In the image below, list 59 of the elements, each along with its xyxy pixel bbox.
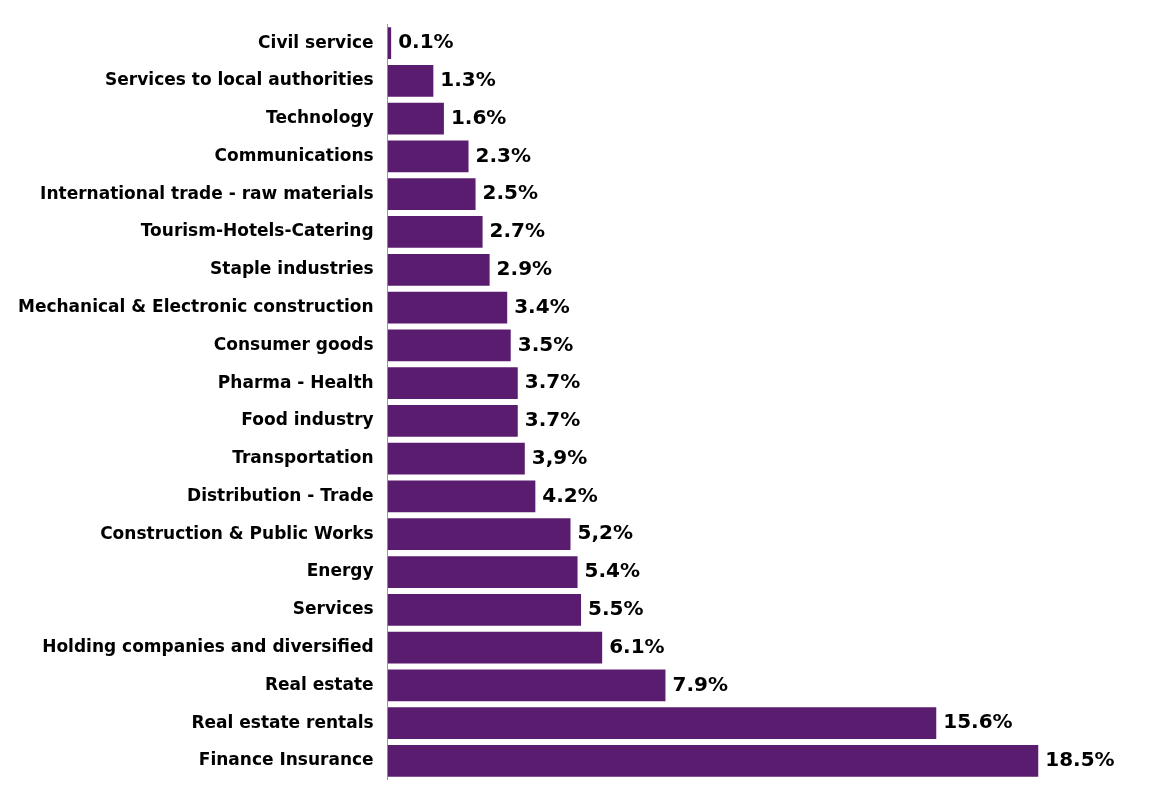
data-label: 1.3% bbox=[440, 67, 496, 92]
bar bbox=[387, 593, 582, 626]
data-label: 3.4% bbox=[514, 293, 570, 318]
data-label: 2.3% bbox=[475, 142, 531, 167]
bar bbox=[387, 253, 490, 286]
y-tick-label: Pharma - Health bbox=[217, 371, 374, 392]
bar bbox=[387, 367, 518, 399]
data-label: 6.1% bbox=[609, 633, 665, 658]
data-label: 2.7% bbox=[489, 218, 546, 243]
y-tick-label: Construction & Public Works bbox=[100, 522, 374, 543]
bar bbox=[387, 329, 511, 362]
data-label: 3,9% bbox=[531, 444, 588, 469]
bar bbox=[387, 631, 603, 664]
data-label: 5.5% bbox=[588, 595, 644, 620]
y-tick-label: Services to local authorities bbox=[105, 69, 374, 90]
data-label: 18.5% bbox=[1045, 747, 1115, 772]
data-label: 2.9% bbox=[496, 255, 553, 280]
y-tick-label: Real estate bbox=[264, 673, 374, 694]
y-tick-label: Civil service bbox=[258, 31, 374, 52]
data-label: 1.6% bbox=[450, 104, 507, 129]
bar bbox=[387, 178, 476, 211]
bar bbox=[387, 216, 483, 248]
bar bbox=[387, 556, 578, 588]
y-tick-label: Services bbox=[292, 598, 374, 619]
y-tick-label: Staple industries bbox=[210, 258, 374, 279]
data-label: 3.5% bbox=[517, 331, 574, 356]
bar bbox=[387, 745, 1039, 777]
data-label: 5.4% bbox=[584, 558, 641, 583]
y-tick-label: Tourism-Hotels-Catering bbox=[140, 220, 374, 241]
data-label: 3.7% bbox=[524, 407, 581, 432]
data-label: 7.9% bbox=[672, 671, 728, 696]
y-tick-label: Communications bbox=[214, 144, 374, 165]
bar bbox=[387, 65, 434, 97]
y-tick-label: Energy bbox=[306, 560, 374, 581]
bar bbox=[387, 669, 666, 702]
y-tick-label: Real estate rentals bbox=[191, 711, 374, 732]
bar bbox=[387, 405, 518, 437]
bar bbox=[387, 707, 937, 739]
y-tick-label: Finance Insurance bbox=[198, 749, 374, 770]
y-tick-label: Food industry bbox=[241, 409, 374, 430]
data-label: 4.2% bbox=[542, 482, 598, 507]
bar bbox=[387, 480, 536, 513]
y-tick-label: International trade - raw materials bbox=[40, 182, 374, 203]
y-tick-label: Transportation bbox=[232, 447, 374, 468]
bar bbox=[387, 140, 469, 173]
y-tick-label: Consumer goods bbox=[213, 333, 374, 354]
data-label: 3.7% bbox=[524, 369, 581, 394]
y-tick-label: Distribution - Trade bbox=[187, 484, 374, 505]
y-tick-label: Technology bbox=[266, 107, 374, 128]
data-label: 15.6% bbox=[943, 709, 1013, 734]
y-tick-label: Holding companies and diversified bbox=[42, 635, 374, 656]
data-label: 0.1% bbox=[398, 29, 454, 54]
data-label: 5,2% bbox=[577, 520, 633, 545]
bar bbox=[387, 102, 444, 135]
y-tick-label: Mechanical & Electronic construction bbox=[17, 295, 374, 316]
bar bbox=[387, 291, 508, 324]
data-label: 2.5% bbox=[482, 180, 539, 205]
bar bbox=[387, 442, 525, 475]
bar bbox=[387, 518, 571, 551]
